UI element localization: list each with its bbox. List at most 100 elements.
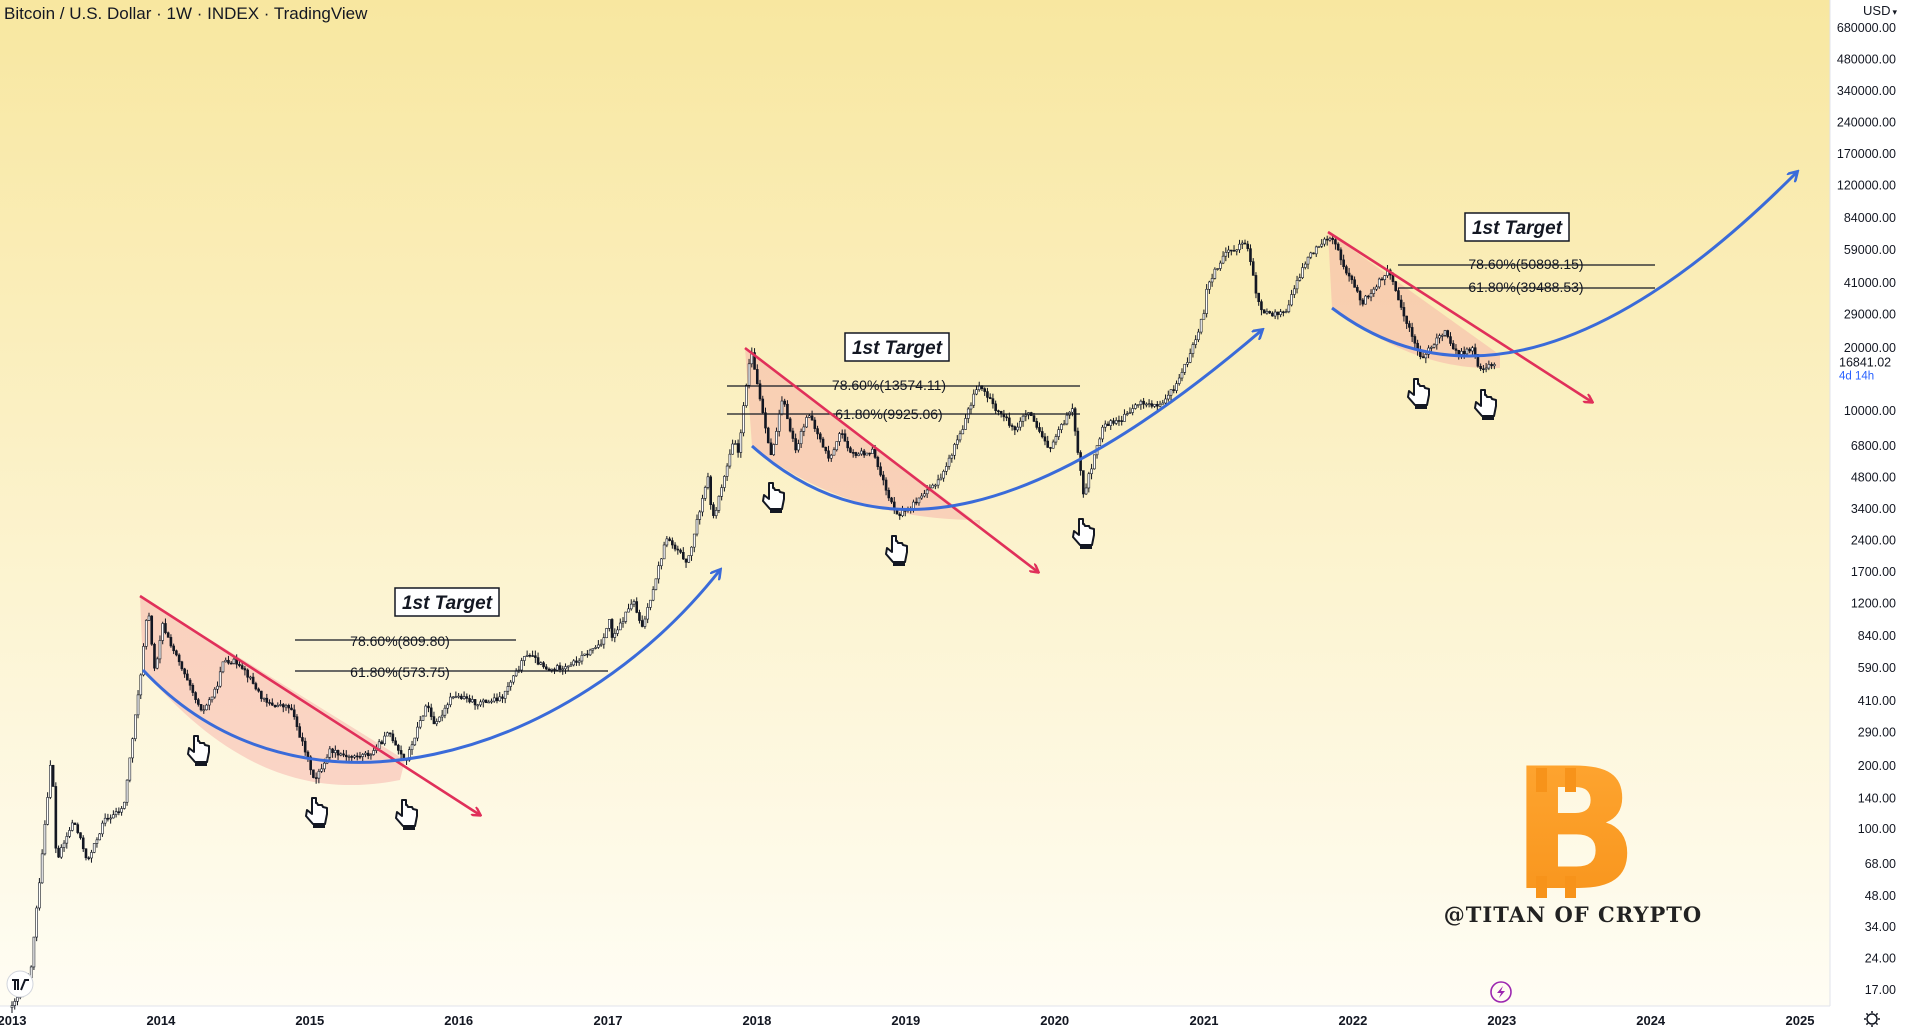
candle-body <box>709 476 713 505</box>
price-axis[interactable]: 680000.00 480000.00 340000.00 240000.00 1700… <box>1834 21 1898 997</box>
candle-body <box>860 450 863 455</box>
candle-body <box>1457 350 1461 355</box>
candle-body <box>13 1001 17 1006</box>
candle-body <box>62 842 66 848</box>
tradingview-logo-icon[interactable] <box>6 970 34 998</box>
candle-body <box>802 426 806 432</box>
candle-body <box>1213 268 1217 279</box>
recovery-curve-arrow <box>751 330 1262 511</box>
candle-body <box>1471 347 1474 352</box>
candle-body <box>175 650 178 656</box>
candle-body <box>380 741 384 745</box>
candle-body <box>901 510 904 517</box>
candle-body <box>632 601 636 605</box>
candle-body <box>624 611 628 622</box>
candle-body <box>1235 249 1239 252</box>
candle-body <box>714 510 718 516</box>
candle-body <box>1046 440 1050 448</box>
candle-body <box>1397 290 1400 301</box>
candle-body <box>629 603 633 610</box>
target-labels: 1st Target 1st Target 1st Target <box>394 212 1570 617</box>
candle-body <box>780 400 784 415</box>
candle-body <box>1347 272 1351 277</box>
candle-body <box>1057 429 1060 437</box>
candle-body <box>591 648 595 651</box>
candle-body <box>1460 350 1463 355</box>
candle-body <box>429 707 433 717</box>
currency-selector[interactable]: USD ▾ <box>1863 3 1897 18</box>
candle-body <box>657 565 660 580</box>
candle-body <box>832 449 836 456</box>
candle-body <box>1035 421 1039 428</box>
price-tick-label: 10000.00 <box>1844 404 1896 418</box>
candle-body <box>1331 237 1334 240</box>
candle-body <box>1101 426 1104 440</box>
candle-body <box>207 699 211 706</box>
candle-body <box>186 673 189 681</box>
candle-body <box>221 661 225 673</box>
candle-body <box>210 696 214 701</box>
downtrend-arrow <box>139 594 480 815</box>
candle-body <box>134 714 137 740</box>
candle-body <box>1175 383 1178 391</box>
candle-body <box>416 726 419 739</box>
decline-zone <box>140 596 405 786</box>
candle-body <box>1435 337 1439 346</box>
candle-body <box>117 811 121 813</box>
candle-body <box>871 448 874 454</box>
candle-body <box>1451 343 1455 350</box>
candle-body <box>54 786 58 849</box>
candle-body <box>273 704 277 708</box>
candle-body <box>703 487 707 499</box>
target-box <box>1464 212 1570 242</box>
candle-body <box>1353 279 1356 288</box>
candle-body <box>799 431 803 445</box>
candle-body <box>1093 454 1096 470</box>
candle-body <box>355 755 359 758</box>
candle-body <box>1293 288 1296 295</box>
candle-body <box>597 644 600 648</box>
pointing-hand-cuff <box>1080 545 1092 549</box>
candle-body <box>1021 415 1025 422</box>
candle-body <box>1208 281 1211 290</box>
candle-body <box>528 654 532 657</box>
candle-body <box>353 755 356 758</box>
fib-618-label: 61.80%(39488.53) <box>1468 279 1583 295</box>
fib-618-label: 61.80%(573.75) <box>350 664 450 680</box>
candle-body <box>314 777 318 779</box>
candle-body <box>1043 436 1047 442</box>
candle-body <box>758 383 762 400</box>
candle-body <box>577 660 581 663</box>
candle-body <box>388 732 392 735</box>
price-tick-label: 2400.00 <box>1851 534 1896 548</box>
time-axis[interactable]: 2013 2014 2015 2016 2017 2018 2019 2020 2021 2022… <box>0 1013 1814 1028</box>
candle-body <box>673 544 677 550</box>
current-price-badge <box>1834 353 1898 372</box>
candle-body <box>188 679 192 686</box>
candle-body <box>1443 330 1447 336</box>
candle-body <box>1380 278 1384 281</box>
candle-body <box>1232 250 1236 252</box>
candle-body <box>1145 403 1148 406</box>
lightning-icon[interactable] <box>1490 981 1512 1003</box>
candle-body <box>1071 408 1074 413</box>
candle-body <box>468 698 471 703</box>
candle-body <box>851 452 855 454</box>
candle-body <box>734 443 737 445</box>
candle-body <box>501 696 504 699</box>
settings-gear-icon[interactable] <box>1864 1011 1880 1027</box>
candle-body <box>1358 290 1362 301</box>
candle-body <box>1265 311 1269 314</box>
candle-body <box>1408 323 1411 328</box>
candle-body <box>1350 275 1354 281</box>
pointing-hand-icon <box>395 799 418 830</box>
candle-body <box>827 450 830 459</box>
candle-body <box>618 622 622 631</box>
candle-body <box>583 653 586 656</box>
price-tick-label: 340000.00 <box>1837 84 1896 98</box>
candle-body <box>671 540 674 546</box>
candle-body <box>40 853 44 884</box>
candle-body <box>391 733 395 742</box>
